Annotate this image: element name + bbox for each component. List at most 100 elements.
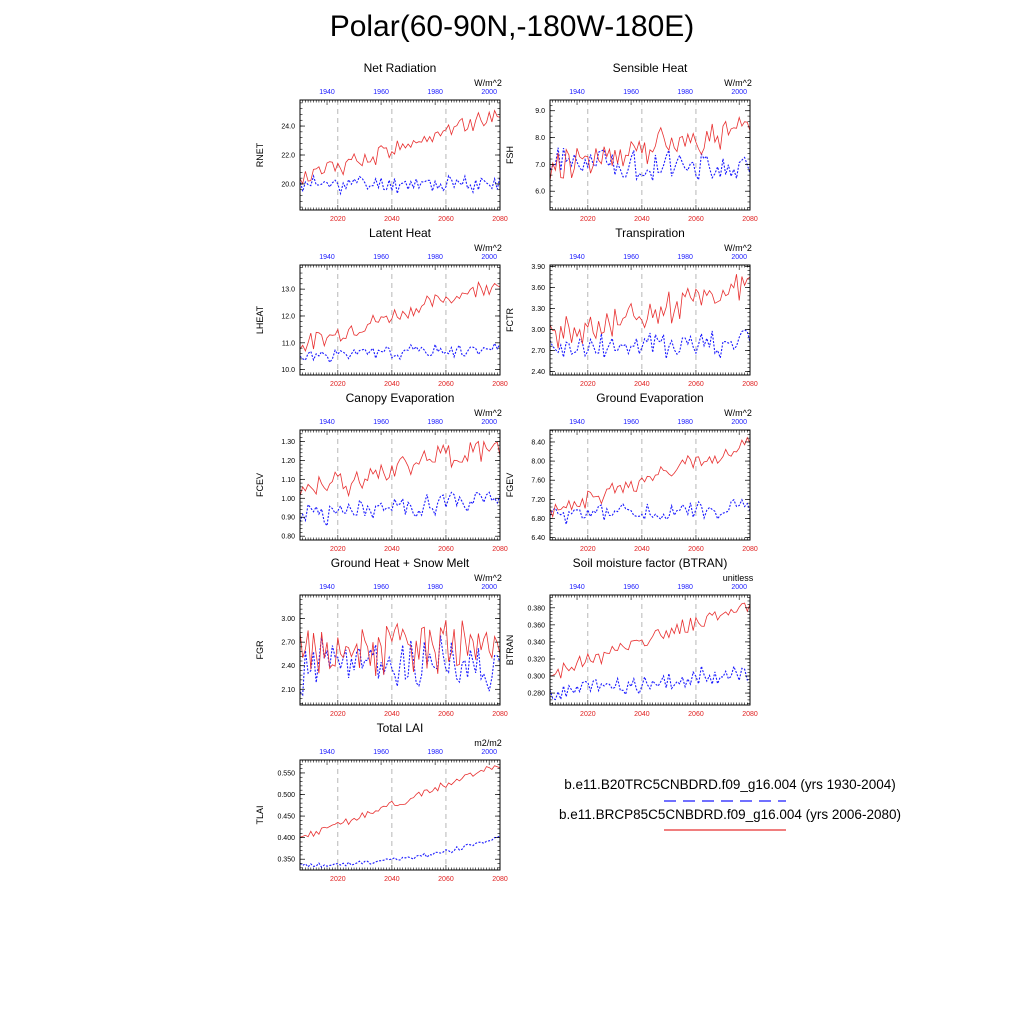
series-case1-line [299, 491, 501, 528]
units-label: m2/m2 [474, 738, 502, 748]
x-tick-label-top: 1940 [569, 584, 585, 591]
units-label: W/m^2 [724, 243, 752, 253]
y-tick-label: 0.360 [527, 622, 545, 629]
y-tick-label: 20.0 [281, 181, 295, 188]
y-tick-label: 0.340 [527, 639, 545, 646]
y-tick-label: 1.10 [281, 477, 295, 484]
series-case1-line [299, 342, 501, 364]
x-tick-label-top: 1940 [569, 419, 585, 426]
y-tick-label: 8.40 [531, 439, 545, 446]
x-tick-label-top: 1980 [677, 89, 693, 96]
x-tick-label-top: 1960 [373, 749, 389, 756]
series-case2-line [299, 281, 501, 352]
plot-frame [299, 99, 501, 211]
plot-frame [299, 594, 501, 706]
x-tick-label-bottom: 2060 [438, 876, 454, 883]
x-tick-label-bottom: 2020 [330, 546, 346, 553]
y-tick-label: 3.60 [531, 285, 545, 292]
y-tick-label: 6.0 [535, 189, 545, 196]
panel-fsh: Sensible Heat W/m^2 2020 2040 2060 2080 1940 19… [505, 61, 758, 223]
y-axis-label: RNET [255, 142, 265, 167]
x-tick-label-top: 1980 [427, 584, 443, 591]
y-tick-label: 8.0 [535, 135, 545, 142]
x-tick-label-bottom: 2020 [580, 381, 596, 388]
y-tick-label: 1.00 [281, 496, 295, 503]
x-tick-label-top: 1960 [623, 419, 639, 426]
y-tick-label: 1.30 [281, 439, 295, 446]
x-tick-label-top: 1980 [677, 584, 693, 591]
y-tick-label: 24.0 [281, 124, 295, 131]
y-axis-label: TLAI [255, 805, 265, 824]
x-tick-label-bottom: 2040 [384, 216, 400, 223]
series-case1-line [299, 174, 501, 196]
legend-case1-swatch [664, 800, 786, 802]
series-case2-line [299, 620, 501, 677]
x-tick-label-bottom: 2060 [688, 216, 704, 223]
series-case1-line [549, 664, 751, 702]
x-tick-label-bottom: 2020 [580, 546, 596, 553]
y-tick-label: 11.0 [282, 340, 295, 347]
series-case2-line [549, 436, 751, 519]
x-tick-label-top: 1940 [569, 254, 585, 261]
panel-fctr: Transpiration W/m^2 2020 2040 2060 2080 1940 19… [505, 226, 758, 388]
x-tick-label-top: 1960 [373, 584, 389, 591]
x-tick-label-top: 1960 [373, 89, 389, 96]
panel-title: Sensible Heat [613, 61, 688, 75]
series-case2-line [549, 602, 751, 679]
x-tick-label-top: 1980 [427, 89, 443, 96]
x-tick-label-bottom: 2060 [688, 381, 704, 388]
x-tick-label-bottom: 2020 [330, 711, 346, 718]
y-tick-label: 10.0 [281, 367, 295, 374]
units-label: W/m^2 [474, 243, 502, 253]
y-tick-label: 2.70 [531, 348, 545, 355]
x-tick-label-bottom: 2040 [634, 711, 650, 718]
y-tick-label: 0.80 [281, 534, 295, 541]
x-tick-label-bottom: 2080 [492, 546, 508, 553]
y-tick-label: 3.00 [531, 327, 545, 334]
y-axis-label: FGR [255, 640, 265, 659]
x-tick-label-top: 2000 [731, 419, 747, 426]
y-tick-label: 8.00 [531, 459, 545, 466]
x-tick-label-bottom: 2020 [580, 711, 596, 718]
y-tick-label: 7.60 [531, 478, 545, 485]
x-tick-label-bottom: 2040 [384, 381, 400, 388]
y-axis-label: FGEV [505, 473, 515, 498]
x-tick-label-bottom: 2080 [492, 216, 508, 223]
x-tick-label-bottom: 2060 [438, 216, 454, 223]
units-label: W/m^2 [474, 573, 502, 583]
plot-frame [549, 429, 751, 541]
plot-frame [299, 759, 501, 871]
y-tick-label: 0.350 [277, 857, 295, 864]
series-case2-line [299, 440, 501, 498]
units-label: W/m^2 [474, 78, 502, 88]
x-tick-label-bottom: 2020 [330, 381, 346, 388]
x-tick-label-bottom: 2040 [634, 381, 650, 388]
y-tick-label: 7.0 [535, 162, 545, 169]
y-tick-label: 9.0 [535, 108, 545, 115]
panel-title: Total LAI [377, 721, 424, 735]
x-tick-label-top: 2000 [481, 89, 497, 96]
panel-btran: Soil moisture factor (BTRAN) unitless 2020… [505, 556, 758, 718]
y-tick-label: 6.40 [531, 535, 545, 542]
units-label: W/m^2 [724, 408, 752, 418]
x-tick-label-top: 1980 [427, 419, 443, 426]
x-tick-label-bottom: 2020 [580, 216, 596, 223]
panel-title: Canopy Evaporation [346, 391, 455, 405]
page-title: Polar(60-90N,-180W-180E) [329, 10, 695, 43]
panel-fgr: Ground Heat + Snow Melt W/m^2 2020 2040 2060… [255, 556, 508, 718]
series-case1-line [549, 498, 751, 525]
x-tick-label-top: 1960 [623, 584, 639, 591]
series-case2-line [299, 765, 501, 838]
x-tick-label-top: 1960 [623, 89, 639, 96]
series-case1-line [549, 329, 751, 361]
y-tick-label: 12.0 [281, 313, 295, 320]
x-tick-label-top: 1980 [677, 419, 693, 426]
x-tick-label-top: 2000 [481, 749, 497, 756]
y-tick-label: 3.30 [531, 306, 545, 313]
x-tick-label-bottom: 2080 [742, 216, 758, 223]
x-tick-label-bottom: 2040 [634, 546, 650, 553]
x-tick-label-top: 2000 [481, 584, 497, 591]
y-tick-label: 3.90 [531, 264, 545, 271]
units-label: unitless [723, 573, 754, 583]
